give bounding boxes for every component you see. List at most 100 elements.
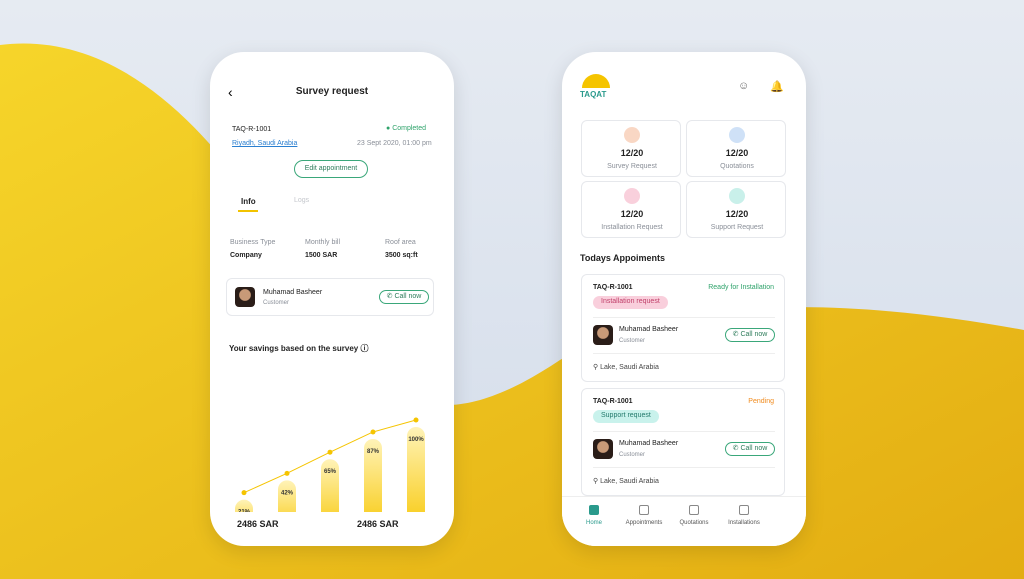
value-label: 21% (238, 510, 251, 512)
appointment-status: Ready for Installation (708, 284, 774, 291)
profile-icon[interactable]: ☺ (738, 80, 750, 92)
stat-card[interactable]: 12/20 Installation Request (581, 181, 681, 238)
call-text: Call now (740, 445, 768, 452)
stat-icon (729, 127, 745, 143)
stat-icon (729, 188, 745, 204)
customer-role: Customer (263, 300, 290, 306)
location: ⚲ Lake, Saudi Arabia (593, 478, 659, 485)
avatar (593, 325, 613, 345)
appointment-id: TAQ-R-1001 (593, 398, 633, 405)
stat-value: 12/20 (620, 209, 644, 219)
bar (321, 459, 339, 512)
survey-screen: ‹ Survey request TAQ-R-1001 ● Completed … (210, 52, 454, 546)
appointment-type: Installation request (593, 296, 668, 309)
location: ⚲ Lake, Saudi Arabia (593, 364, 659, 371)
stat-value: 12/20 (725, 148, 749, 158)
status-text: Completed (392, 125, 427, 132)
point (241, 490, 247, 496)
stat-card[interactable]: 12/20 Support Request (686, 181, 786, 238)
field-value: 3500 sq:ft (385, 252, 418, 259)
edit-button[interactable]: Edit appointment (294, 160, 368, 178)
tab-info[interactable]: Info (241, 197, 256, 206)
back-button[interactable]: ‹ (228, 84, 233, 100)
appointment-status: Pending (748, 398, 774, 405)
field-label: Monthly bill (305, 239, 341, 246)
nav-icon (639, 505, 649, 515)
datetime: 23 Sept 2020, 01:00 pm (357, 140, 432, 147)
bell-icon[interactable]: 🔔 (770, 81, 784, 93)
chart-title-text: Your savings based on the survey (229, 344, 359, 353)
screen-title: Survey request (295, 86, 369, 97)
customer-name: Muhamad Basheer (619, 440, 679, 447)
logo-sun (582, 74, 610, 88)
status: ● Completed (386, 125, 427, 132)
bar (364, 438, 382, 512)
stat-value: 12/20 (725, 209, 749, 219)
stat-value: 12/20 (620, 148, 644, 158)
bar (235, 499, 253, 512)
call-text: Call now (394, 293, 422, 300)
bar (407, 427, 425, 512)
stat-label: Quotations (720, 163, 754, 170)
home-screen: TAQAT ☺ 🔔 12/20 Survey Request 12/20 Quo… (562, 52, 806, 546)
tab-logs[interactable]: Logs (294, 197, 310, 204)
call-text: Call now (740, 331, 768, 338)
savings-chart: 21%201542%201665%201587%2016100%2017 (235, 417, 425, 512)
value-label: 65% (324, 469, 337, 475)
customer-name: Muhamad Basheer (619, 326, 679, 333)
field-label: Business Type (230, 239, 276, 246)
total: 2486 SAR (237, 519, 279, 529)
chart-title: Your savings based on the survey ⓘ (229, 344, 369, 353)
nav-item[interactable]: Home (569, 505, 619, 526)
call-button[interactable]: ✆ Call now (379, 290, 429, 304)
nav-item[interactable]: Installations (719, 505, 769, 526)
divider (593, 317, 775, 318)
location-text: Lake, Saudi Arabia (600, 364, 659, 371)
bottom-nav: Home Appointments Quotations Installatio… (562, 496, 806, 546)
nav-item[interactable]: Quotations (669, 505, 719, 526)
appointment-type: Support request (593, 410, 659, 423)
logo: TAQAT (580, 90, 607, 99)
stat-card[interactable]: 12/20 Quotations (686, 120, 786, 177)
point (284, 470, 290, 476)
stat-card[interactable]: 12/20 Survey Request (581, 120, 681, 177)
nav-label: Home (585, 520, 602, 526)
avatar (593, 439, 613, 459)
value-label: 87% (367, 449, 380, 455)
nav-icon (589, 505, 599, 515)
section-title: Todays Appoiments (580, 253, 666, 263)
tab-indicator (238, 210, 258, 212)
value-label: 42% (281, 490, 294, 496)
customer-role: Customer (619, 338, 646, 344)
nav-label: Appointments (625, 520, 663, 526)
stat-label: Survey Request (607, 163, 657, 170)
field-value: Company (230, 252, 262, 259)
appointment-card[interactable]: TAQ-R-1001 Ready for Installation Instal… (581, 274, 785, 382)
stat-icon (624, 188, 640, 204)
stat-label: Installation Request (601, 224, 663, 231)
customer-role: Customer (619, 452, 646, 458)
point (413, 417, 419, 423)
nav-label: Installations (728, 520, 760, 526)
call-button[interactable]: ✆ Call now (725, 328, 775, 342)
location-link[interactable]: Riyadh, Saudi Arabia (232, 140, 298, 147)
nav-label: Quotations (679, 520, 709, 526)
value-label: 100% (408, 437, 424, 443)
divider (593, 467, 775, 468)
request-id: TAQ-R-1001 (232, 126, 272, 133)
appointment-id: TAQ-R-1001 (593, 284, 633, 291)
customer-card: Muhamad Basheer Customer ✆ Call now (226, 278, 434, 316)
point (370, 429, 376, 435)
point (327, 449, 333, 455)
appointment-card[interactable]: TAQ-R-1001 Pending Support request Muham… (581, 388, 785, 496)
location-text: Lake, Saudi Arabia (600, 478, 659, 485)
total: 2486 SAR (357, 519, 399, 529)
nav-item[interactable]: Appointments (619, 505, 669, 526)
avatar (235, 287, 255, 307)
divider (593, 431, 775, 432)
nav-icon (739, 505, 749, 515)
divider (593, 353, 775, 354)
call-button[interactable]: ✆ Call now (725, 442, 775, 456)
